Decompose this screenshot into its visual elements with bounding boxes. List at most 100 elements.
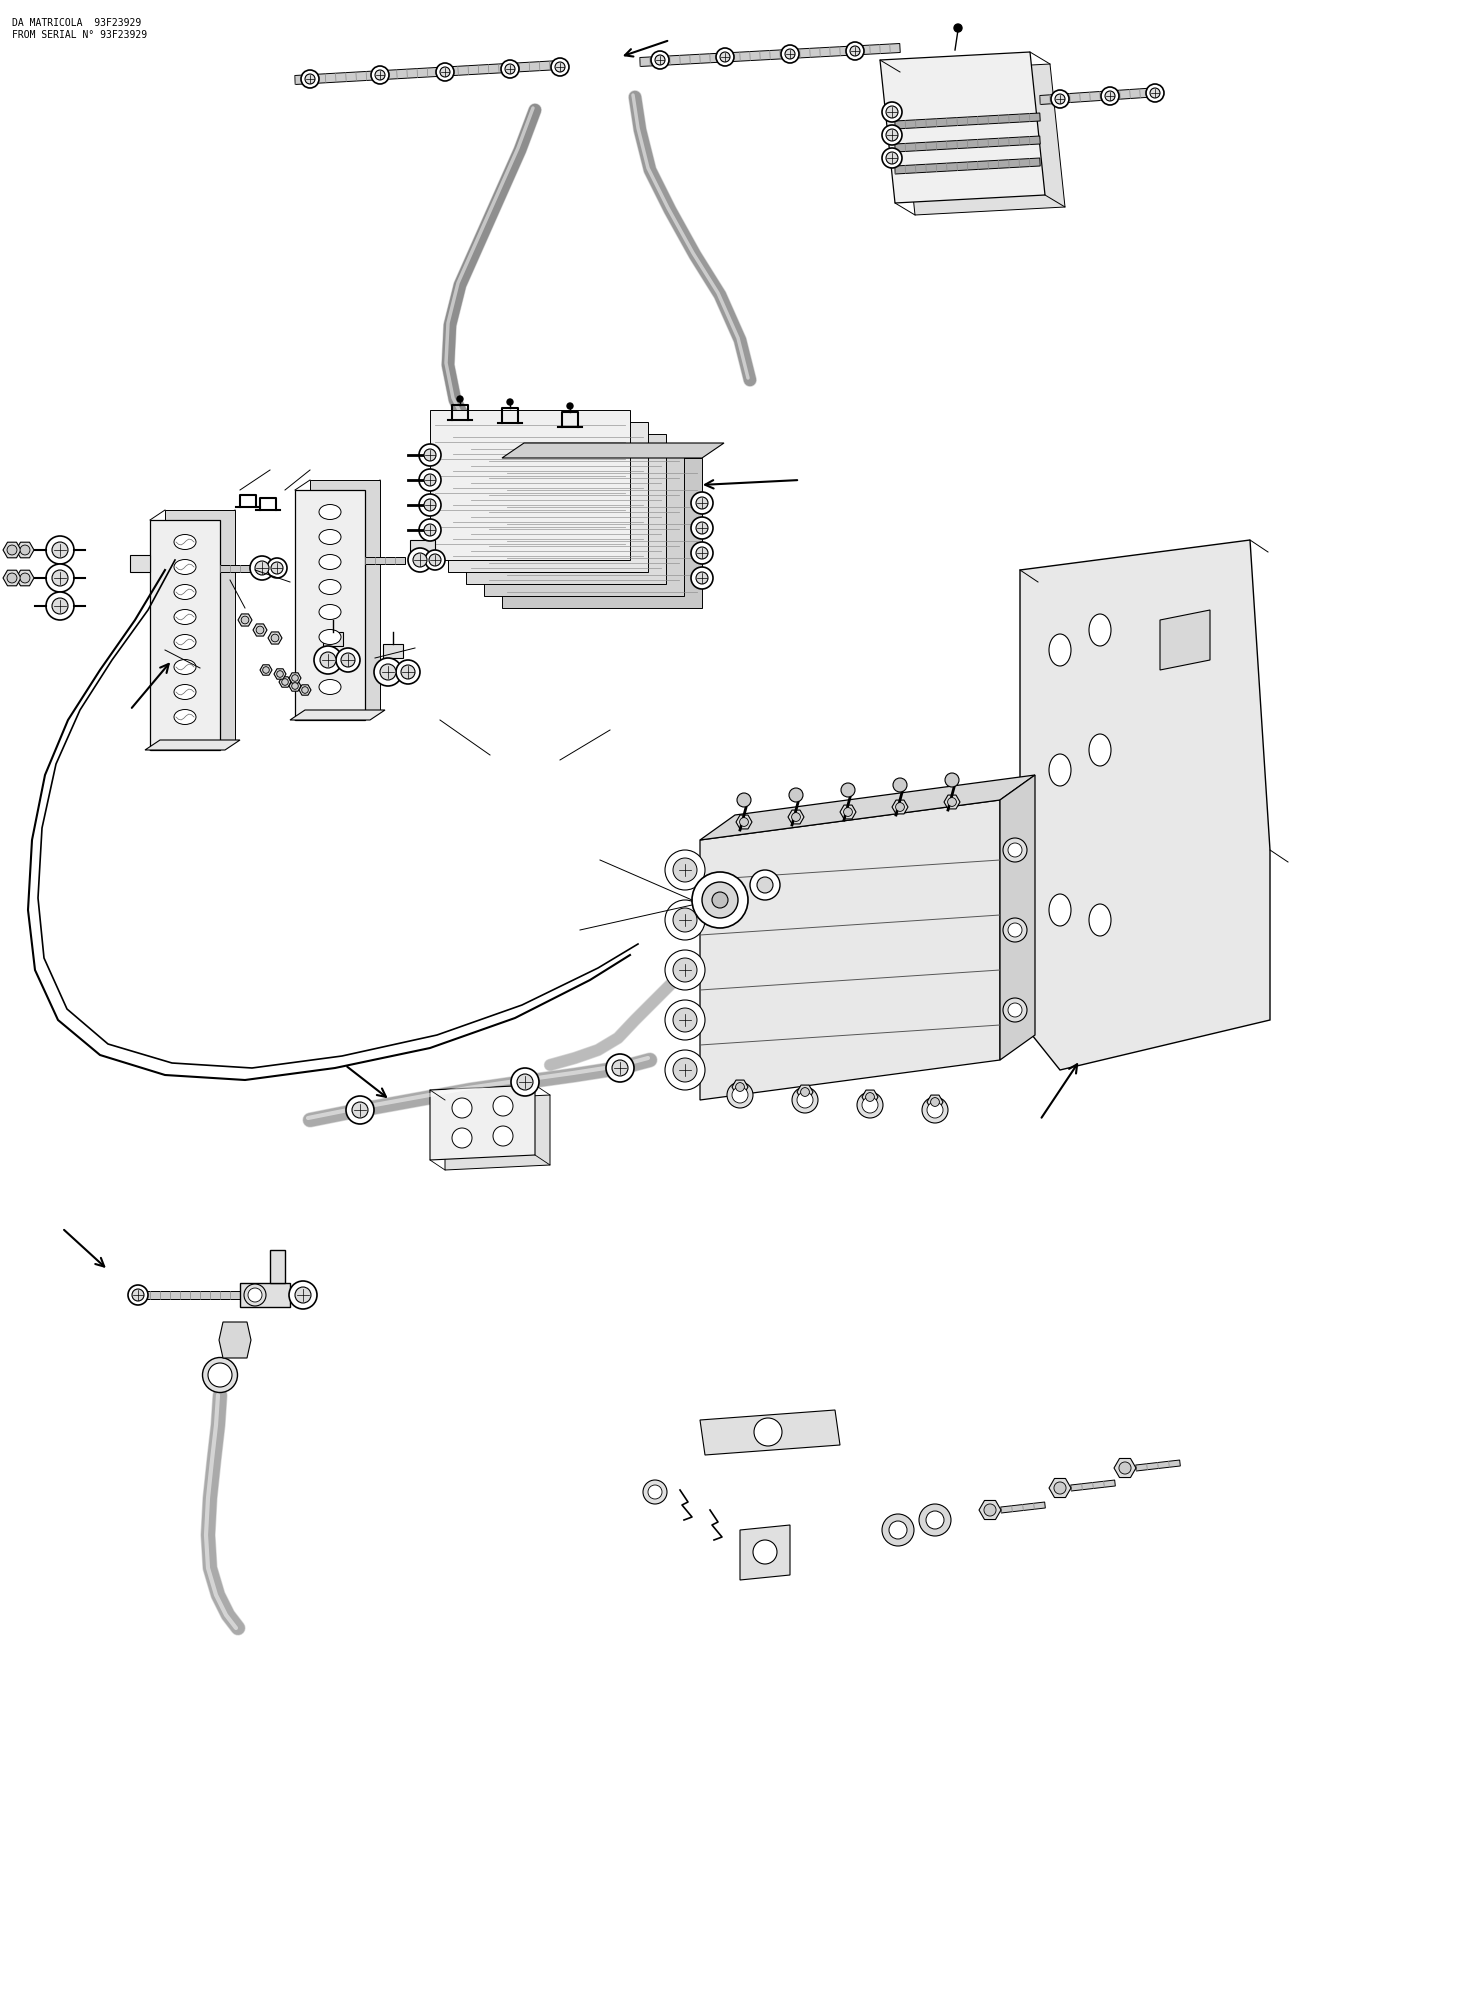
Polygon shape [640,44,900,66]
Polygon shape [1049,1479,1071,1497]
Circle shape [674,858,697,882]
Polygon shape [1000,1501,1046,1513]
Circle shape [250,555,274,579]
Circle shape [419,494,441,516]
Polygon shape [146,741,240,751]
Polygon shape [927,1095,943,1109]
Circle shape [430,553,441,565]
Circle shape [944,773,959,786]
Circle shape [758,876,772,894]
Circle shape [249,1288,262,1302]
Circle shape [282,679,288,685]
Circle shape [505,64,515,74]
Circle shape [696,522,708,534]
Polygon shape [268,631,282,643]
Polygon shape [1040,88,1161,104]
Circle shape [516,1073,533,1089]
Polygon shape [240,1282,290,1306]
Circle shape [419,520,441,542]
Circle shape [1008,842,1022,856]
Circle shape [691,567,713,589]
Circle shape [425,550,446,569]
Polygon shape [16,569,34,585]
Polygon shape [862,1089,878,1103]
Ellipse shape [319,629,341,645]
Polygon shape [891,800,908,814]
Circle shape [51,542,68,557]
Polygon shape [296,490,365,721]
Polygon shape [894,157,1040,173]
Ellipse shape [1049,894,1071,926]
Polygon shape [430,1085,535,1161]
Ellipse shape [319,679,341,695]
Ellipse shape [319,655,341,669]
Circle shape [655,56,665,66]
Text: FROM SERIAL N° 93F23929: FROM SERIAL N° 93F23929 [12,30,147,40]
Circle shape [407,548,432,571]
Circle shape [702,882,738,918]
Ellipse shape [319,555,341,569]
Circle shape [46,536,74,563]
Circle shape [755,1418,783,1445]
Circle shape [674,908,697,932]
Polygon shape [150,520,221,751]
Circle shape [886,151,897,163]
Polygon shape [1136,1459,1180,1471]
Circle shape [51,597,68,613]
Circle shape [893,778,908,792]
Circle shape [7,573,18,583]
Polygon shape [700,800,1000,1099]
Circle shape [1105,92,1115,102]
Circle shape [1150,88,1161,98]
Ellipse shape [319,579,341,595]
Polygon shape [840,804,856,818]
Circle shape [375,70,385,80]
Polygon shape [1000,774,1036,1059]
Polygon shape [446,1095,550,1171]
Circle shape [1100,88,1119,106]
Circle shape [858,1091,883,1119]
Circle shape [740,818,749,826]
Circle shape [291,683,299,689]
Circle shape [424,450,435,462]
Polygon shape [740,1525,790,1581]
Circle shape [955,24,962,32]
Circle shape [927,1101,943,1119]
Circle shape [341,653,355,667]
Circle shape [671,956,699,984]
Circle shape [296,1286,310,1302]
Polygon shape [894,113,1040,129]
Ellipse shape [174,609,196,625]
Polygon shape [288,673,302,683]
Circle shape [51,569,68,585]
Circle shape [452,1097,472,1119]
Circle shape [791,1087,818,1113]
Circle shape [335,647,360,673]
Polygon shape [238,613,252,625]
Ellipse shape [174,685,196,699]
Circle shape [419,444,441,466]
Circle shape [1008,1003,1022,1017]
Polygon shape [310,480,380,711]
Polygon shape [382,643,403,657]
Circle shape [716,48,734,66]
Circle shape [750,870,780,900]
Circle shape [1146,84,1164,102]
Circle shape [507,398,513,404]
Polygon shape [3,569,21,585]
Circle shape [843,808,852,816]
Circle shape [424,500,435,512]
Polygon shape [797,1085,813,1099]
Polygon shape [980,1501,1000,1519]
Circle shape [606,1053,634,1081]
Polygon shape [502,444,724,458]
Circle shape [671,906,699,934]
Circle shape [677,912,693,928]
Circle shape [346,1095,374,1125]
Ellipse shape [319,605,341,619]
Circle shape [883,147,902,167]
Circle shape [510,1067,538,1095]
Circle shape [263,667,269,673]
Circle shape [736,1083,744,1091]
Ellipse shape [1049,633,1071,667]
